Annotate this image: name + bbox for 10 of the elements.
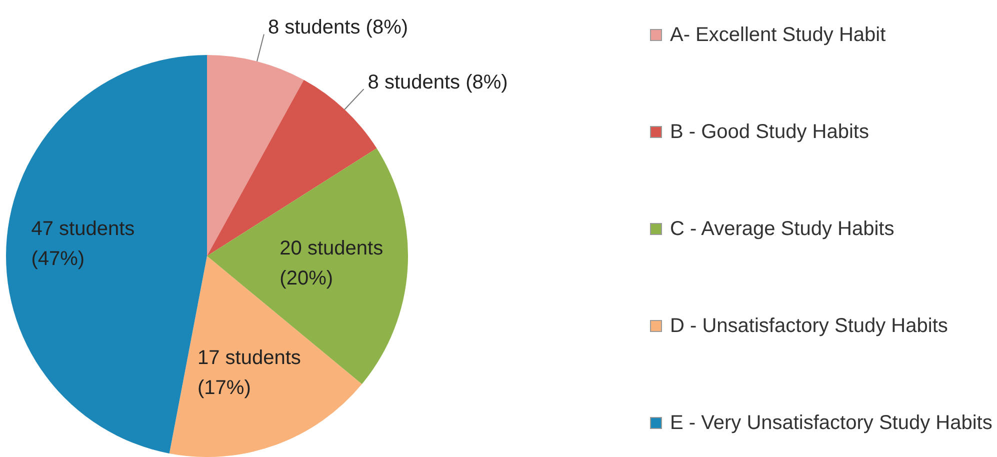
data-label: 17 students (17%) <box>198 346 301 399</box>
legend-label: A- Excellent Study Habit <box>670 23 886 48</box>
legend-label: C - Average Study Habits <box>670 217 894 242</box>
legend-label: E - Very Unsatisfactory Study Habits <box>670 411 992 436</box>
data-label: 8 students (8%) <box>268 16 408 39</box>
data-label: 20 students (20%) <box>280 237 384 290</box>
legend-label: B - Good Study Habits <box>670 120 869 145</box>
data-label: 8 students (8%) <box>368 72 508 94</box>
legend-label: D - Unsatisfactory Study Habits <box>670 314 948 339</box>
data-label: 47 students (47%) <box>31 218 135 270</box>
